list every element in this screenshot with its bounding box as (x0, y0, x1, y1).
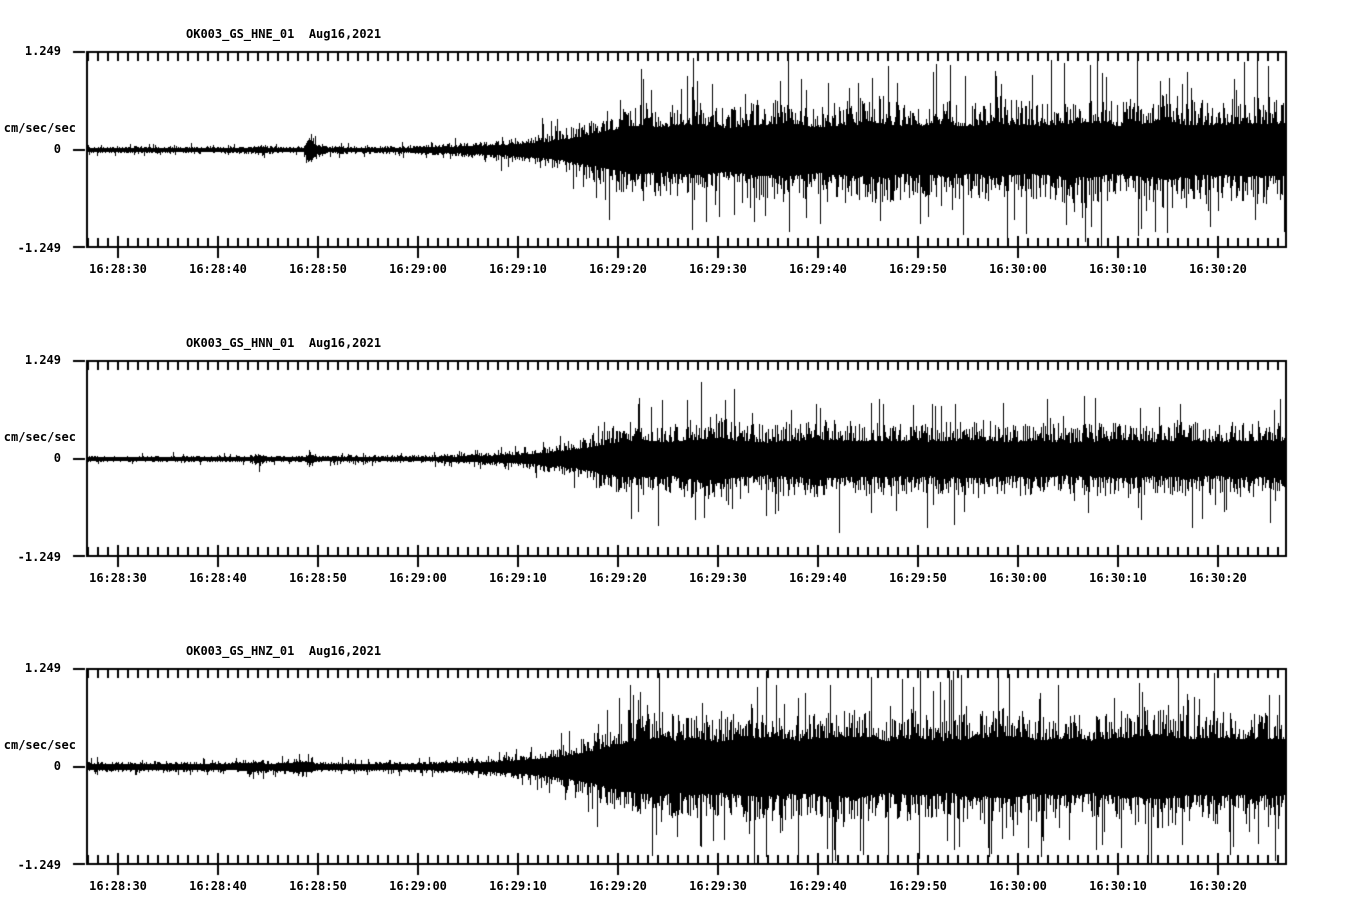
plot-title-hnn: OK003_GS_HNN_01 Aug16,2021 (186, 336, 382, 350)
y-axis-zero-label: 0 (53, 451, 61, 465)
waveform-canvas-hnn (70, 347, 1295, 569)
x-tick-label: 16:28:50 (289, 571, 347, 585)
y-axis-max-label: 1.249 (24, 353, 61, 367)
x-tick-label: 16:28:40 (189, 262, 247, 276)
x-tick-label: 16:29:30 (689, 879, 747, 893)
waveform-canvas-hne (70, 38, 1295, 260)
x-tick-label: 16:29:00 (389, 571, 447, 585)
plot-title-hne: OK003_GS_HNE_01 Aug16,2021 (186, 27, 382, 41)
y-axis-zero-label: 0 (53, 142, 61, 156)
x-tick-label: 16:28:50 (289, 262, 347, 276)
x-tick-label: 16:29:10 (489, 262, 547, 276)
y-axis-min-label: -1.249 (17, 550, 61, 564)
x-tick-label: 16:29:30 (689, 571, 747, 585)
y-axis-unit-label: cm/sec/sec (3, 738, 76, 752)
x-tick-label: 16:29:20 (589, 879, 647, 893)
x-tick-label: 16:28:30 (89, 879, 147, 893)
x-tick-label: 16:28:40 (189, 879, 247, 893)
x-tick-label: 16:30:10 (1089, 262, 1147, 276)
y-axis-zero-label: 0 (53, 759, 61, 773)
x-tick-label: 16:29:50 (889, 262, 947, 276)
x-tick-label: 16:30:00 (989, 879, 1047, 893)
x-tick-label: 16:28:30 (89, 262, 147, 276)
x-tick-label: 16:29:00 (389, 879, 447, 893)
x-tick-label: 16:28:40 (189, 571, 247, 585)
x-tick-label: 16:29:40 (789, 262, 847, 276)
x-tick-label: 16:28:50 (289, 879, 347, 893)
x-axis-labels-row-hnz: 16:28:30 16:28:40 16:28:50 16:29:00 16:29:10… (0, 878, 1358, 894)
x-tick-label: 16:30:10 (1089, 879, 1147, 893)
x-tick-label: 16:29:20 (589, 571, 647, 585)
x-tick-label: 16:30:00 (989, 262, 1047, 276)
y-axis-min-label: -1.249 (17, 241, 61, 255)
y-axis-min-label: -1.249 (17, 858, 61, 872)
plot-title-hnz: OK003_GS_HNZ_01 Aug16,2021 (186, 644, 382, 658)
y-axis-max-label: 1.249 (24, 661, 61, 675)
x-tick-label: 16:29:50 (889, 879, 947, 893)
x-tick-label: 16:30:10 (1089, 571, 1147, 585)
x-tick-label: 16:29:50 (889, 571, 947, 585)
x-tick-label: 16:30:20 (1189, 879, 1247, 893)
y-axis-unit-label: cm/sec/sec (3, 430, 76, 444)
x-tick-label: 16:29:10 (489, 571, 547, 585)
x-tick-label: 16:29:10 (489, 879, 547, 893)
x-tick-label: 16:29:20 (589, 262, 647, 276)
x-tick-label: 16:29:40 (789, 571, 847, 585)
x-tick-label: 16:28:30 (89, 571, 147, 585)
x-axis-labels-row-hne: 16:28:30 16:28:40 16:28:50 16:29:00 16:29:10… (0, 261, 1358, 277)
waveform-canvas-hnz (70, 655, 1295, 877)
y-axis-max-label: 1.249 (24, 44, 61, 58)
x-tick-label: 16:30:00 (989, 571, 1047, 585)
x-tick-label: 16:29:00 (389, 262, 447, 276)
x-tick-label: 16:29:40 (789, 879, 847, 893)
x-axis-labels-row-hnn: 16:28:30 16:28:40 16:28:50 16:29:00 16:29:10… (0, 570, 1358, 586)
y-axis-unit-label: cm/sec/sec (3, 121, 76, 135)
x-tick-label: 16:30:20 (1189, 262, 1247, 276)
x-tick-label: 16:30:20 (1189, 571, 1247, 585)
x-tick-label: 16:29:30 (689, 262, 747, 276)
